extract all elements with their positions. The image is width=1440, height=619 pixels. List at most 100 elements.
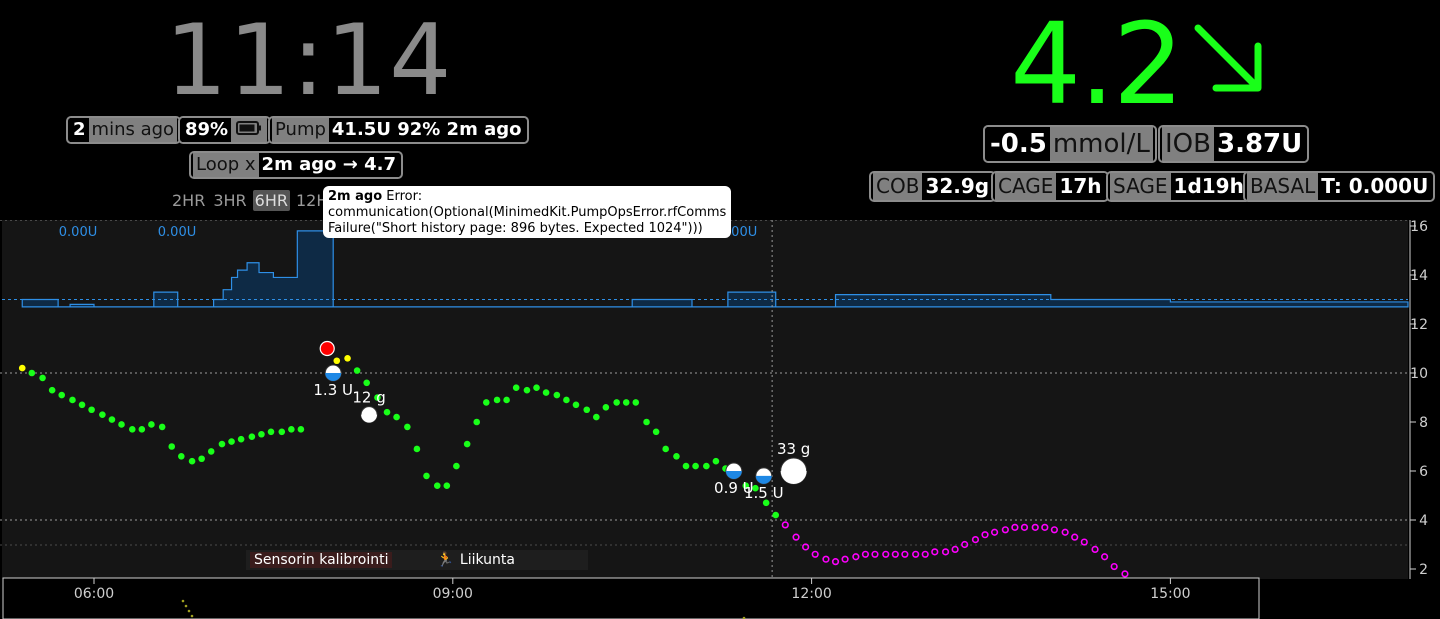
- loop-pill[interactable]: Loop x 2m ago → 4.7: [189, 151, 403, 179]
- forecast-point: [792, 533, 800, 541]
- pump-pill[interactable]: Pump 41.5U 92% 2m ago: [268, 116, 529, 144]
- basal-label: 0.00U: [158, 225, 196, 240]
- last-reading-label: mins ago: [88, 118, 178, 142]
- forecast-point: [831, 558, 840, 566]
- glucose-point: [168, 443, 176, 450]
- cage-label: CAGE: [995, 173, 1057, 200]
- range-12hr[interactable]: 12H: [295, 191, 329, 210]
- glucose-point: [88, 406, 95, 414]
- pump-label: Pump: [272, 118, 329, 142]
- glucose-point: [413, 445, 421, 453]
- battery-icon: [231, 118, 268, 142]
- cob-value: 32.9g: [922, 173, 993, 200]
- glucose-point: [404, 423, 411, 431]
- forecast-point: [1061, 528, 1069, 536]
- sage-pill[interactable]: SAGE 1d19h: [1106, 171, 1251, 202]
- glucose-point: [712, 457, 720, 465]
- cob-pill[interactable]: COB 32.9g: [869, 171, 997, 202]
- range-3hr[interactable]: 3HR: [213, 191, 247, 210]
- legend-calibration[interactable]: Sensorin kalibrointi: [250, 552, 393, 568]
- glucose-point: [237, 435, 245, 443]
- glucose-delta: -0.5: [987, 127, 1050, 161]
- delta-pill: -0.5 mmol/L: [983, 125, 1157, 163]
- y-tick-label: 14: [1410, 268, 1428, 284]
- y-tick-label: 6: [1419, 464, 1428, 480]
- forecast-point: [921, 550, 929, 558]
- glucose-point: [158, 423, 166, 431]
- cob-label: COB: [873, 173, 923, 200]
- glucose-point: [673, 453, 680, 460]
- treatment-label: 12 g: [352, 389, 385, 407]
- basal-pill[interactable]: BASAL T: 0.000U: [1243, 171, 1436, 202]
- forecast-point: [1121, 570, 1129, 578]
- glucose-point: [207, 448, 215, 455]
- forecast-point: [1031, 523, 1039, 531]
- glucose-point: [297, 426, 305, 433]
- y-tick-label: 12: [1410, 317, 1428, 333]
- glucose-point: [48, 386, 56, 394]
- legend-exercise[interactable]: Liikunta: [459, 552, 515, 568]
- overview-trace: [181, 599, 746, 619]
- sage-value: 1d19h: [1170, 173, 1247, 200]
- glucose-point: [643, 418, 650, 426]
- glucose-point: [18, 364, 26, 372]
- running-icon: 🏃: [436, 552, 454, 568]
- glucose-point: [138, 426, 146, 433]
- glucose-point: [218, 440, 226, 448]
- glucose-point: [128, 426, 136, 433]
- glucose-point: [752, 484, 759, 492]
- glucose-point: [433, 482, 441, 490]
- glucose-point: [602, 404, 610, 411]
- forecast-point: [802, 543, 810, 551]
- x-tick-label: 09:00: [433, 586, 473, 602]
- glucose-point: [692, 462, 699, 470]
- forecast-point: [961, 540, 969, 549]
- forecast-point: [781, 521, 789, 529]
- forecast-point: [912, 550, 920, 558]
- insulin-treatment: 0.9 U: [714, 462, 754, 497]
- y-tick-label: 4: [1419, 513, 1428, 529]
- cage-pill[interactable]: CAGE 17h: [991, 171, 1109, 202]
- glucose-point: [772, 511, 780, 519]
- forecast-point: [1001, 526, 1009, 534]
- x-axis: 06:00 09:00 12:00 15:00: [74, 578, 1191, 602]
- glucose-point: [493, 396, 501, 404]
- iob-pill[interactable]: IOB 3.87U: [1158, 125, 1310, 163]
- treatment-label: 0.9 U: [714, 479, 754, 497]
- glucose-point: [228, 438, 235, 445]
- treatment-fill: [325, 373, 342, 381]
- battery-pill[interactable]: 89%: [178, 116, 272, 144]
- range-6hr[interactable]: 6HR: [252, 190, 290, 211]
- glucose-chart[interactable]: 0.00U 0.00U 0.00U 1.3 U 12 g0.9 U1.5 U33 g …: [0, 220, 1440, 619]
- glucose-point: [278, 428, 286, 436]
- treatment-label: 1.5 U: [744, 484, 784, 502]
- glucose-point: [39, 374, 46, 382]
- forecast-point: [852, 553, 860, 561]
- glucose-point: [344, 355, 351, 362]
- glucose-point: [58, 391, 66, 399]
- treatment-fill: [361, 414, 378, 423]
- forecast-point: [1080, 538, 1088, 546]
- treatment-label: 1.3 U: [313, 381, 353, 399]
- glucose-point: [267, 428, 275, 436]
- last-reading-pill[interactable]: 2 mins ago: [66, 116, 182, 144]
- iob-label: IOB: [1162, 127, 1214, 161]
- basal-label: 0.00U: [59, 225, 97, 240]
- glucose-units: mmol/L: [1049, 127, 1153, 161]
- y-tick-label: 10: [1410, 366, 1428, 382]
- iob-value: 3.87U: [1213, 127, 1306, 161]
- y-tick-label: 2: [1419, 562, 1428, 578]
- x-tick-label: 12:00: [791, 586, 831, 602]
- insulin-treatment: 1.5 U: [744, 467, 784, 502]
- y-axis: 2 4 6 8 10 12 14 16: [1409, 220, 1428, 579]
- glucose-point: [393, 413, 400, 421]
- forecast-point: [1091, 545, 1099, 554]
- glucose-point: [503, 396, 510, 404]
- treatment-fill: [755, 475, 772, 484]
- range-2hr[interactable]: 2HR: [172, 191, 206, 210]
- glucose-point: [363, 379, 370, 387]
- glucose-point: [423, 472, 430, 480]
- tooltip-error: Error:: [386, 189, 423, 204]
- loop-label: Loop x: [193, 153, 259, 177]
- glucose-point: [682, 462, 690, 470]
